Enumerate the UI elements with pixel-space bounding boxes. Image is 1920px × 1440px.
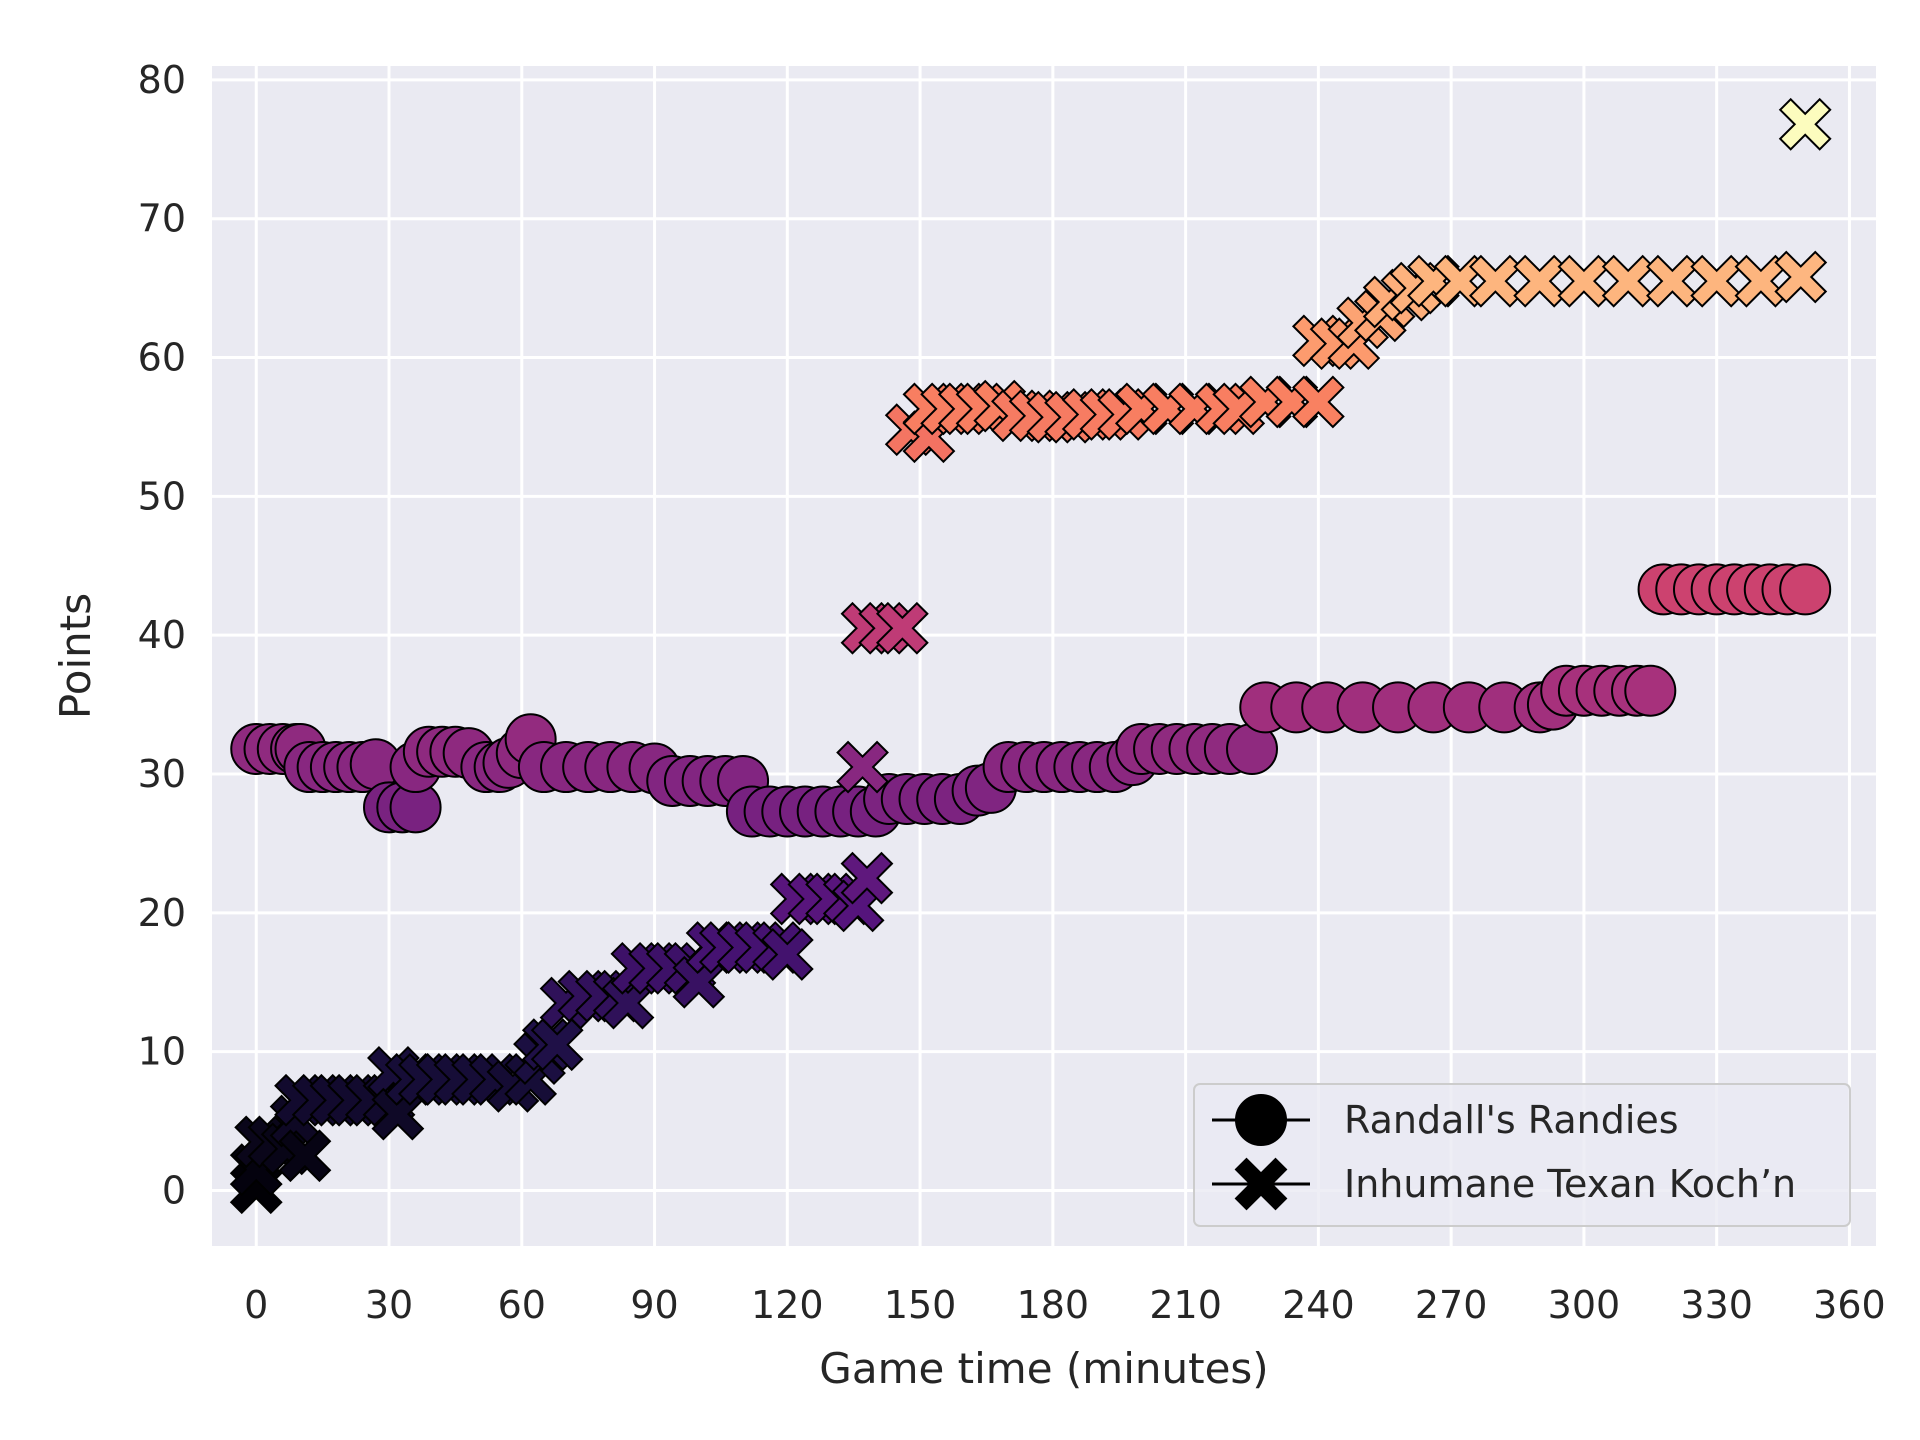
x-tick-label: 210 bbox=[1149, 1283, 1222, 1327]
y-tick-label: 20 bbox=[138, 891, 186, 935]
grid-lines bbox=[212, 66, 1876, 1246]
x-tick-label: 60 bbox=[498, 1283, 546, 1327]
x-point bbox=[836, 740, 889, 794]
x-axis-label: Game time (minutes) bbox=[819, 1344, 1268, 1393]
x-tick-label: 270 bbox=[1415, 1283, 1488, 1327]
y-axis-label: Points bbox=[51, 593, 100, 719]
x-tick-labels: 0 30 60 90 120 150 180 210 240 270 300 330 360 bbox=[244, 1283, 1886, 1327]
legend: Randall's Randies Inhumane Texan Koch’n bbox=[1193, 1083, 1851, 1227]
y-tick-label: 70 bbox=[138, 197, 186, 241]
legend-box bbox=[1193, 1083, 1851, 1227]
legend-circle-marker bbox=[1235, 1094, 1287, 1146]
legend-entry: Randall's Randies bbox=[1212, 1094, 1679, 1146]
x-tick-label: 180 bbox=[1017, 1283, 1090, 1327]
x-tick-label: 120 bbox=[751, 1283, 824, 1327]
y-tick-label: 60 bbox=[138, 336, 186, 380]
y-tick-label: 40 bbox=[138, 613, 186, 657]
x-tick-label: 90 bbox=[630, 1283, 678, 1327]
y-tick-label: 10 bbox=[138, 1030, 186, 1074]
x-tick-label: 30 bbox=[365, 1283, 413, 1327]
legend-x-marker bbox=[1234, 1157, 1288, 1211]
series-inhumane-texan bbox=[229, 97, 1832, 1215]
legend-label: Randall's Randies bbox=[1344, 1098, 1679, 1142]
x-tick-label: 0 bbox=[244, 1283, 268, 1327]
x-tick-label: 330 bbox=[1680, 1283, 1753, 1327]
legend-label: Inhumane Texan Koch’n bbox=[1344, 1162, 1796, 1206]
x-tick-label: 150 bbox=[884, 1283, 957, 1327]
y-tick-label: 50 bbox=[138, 474, 186, 518]
x-tick-label: 240 bbox=[1282, 1283, 1355, 1327]
x-point bbox=[530, 1018, 584, 1072]
y-tick-labels: 0 10 20 30 40 50 60 70 80 bbox=[138, 58, 186, 1213]
x-point bbox=[1778, 97, 1832, 151]
x-tick-label: 360 bbox=[1813, 1283, 1886, 1327]
x-point bbox=[1291, 375, 1345, 429]
data-markers bbox=[229, 97, 1832, 1215]
circle-point bbox=[1779, 563, 1832, 616]
y-tick-label: 30 bbox=[138, 752, 186, 796]
x-point bbox=[875, 601, 929, 655]
x-point bbox=[840, 851, 894, 905]
y-tick-label: 0 bbox=[162, 1168, 186, 1212]
legend-entry: Inhumane Texan Koch’n bbox=[1212, 1157, 1796, 1211]
x-point bbox=[278, 1129, 332, 1183]
y-tick-label: 80 bbox=[138, 58, 186, 102]
x-tick-label: 300 bbox=[1548, 1283, 1621, 1327]
series-randalls-randies bbox=[230, 563, 1832, 838]
x-point bbox=[760, 928, 814, 981]
circle-point bbox=[1624, 664, 1677, 717]
x-point bbox=[1774, 250, 1828, 304]
